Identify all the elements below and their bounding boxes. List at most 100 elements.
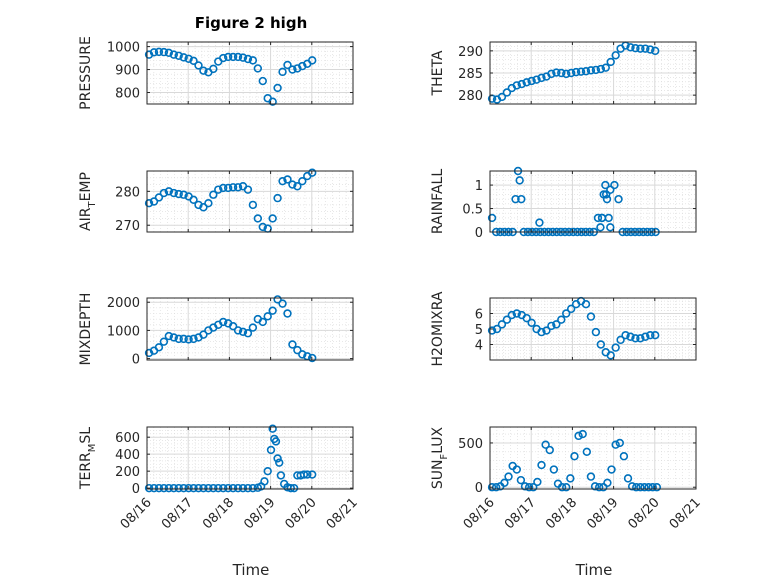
data-point bbox=[511, 194, 520, 204]
data-point bbox=[524, 483, 534, 492]
data-point bbox=[164, 483, 174, 493]
series-markers bbox=[144, 47, 317, 106]
data-point bbox=[159, 337, 169, 346]
data-point bbox=[646, 331, 655, 340]
data-point bbox=[228, 52, 238, 62]
subplot-6: 456 H2OMIXRA bbox=[430, 291, 697, 367]
data-point bbox=[537, 327, 546, 337]
y-tick-label: 280 bbox=[115, 185, 140, 200]
data-point bbox=[228, 183, 238, 192]
data-point bbox=[500, 478, 509, 487]
data-point bbox=[581, 67, 591, 76]
data-point bbox=[283, 60, 292, 70]
data-point bbox=[248, 323, 258, 332]
data-point bbox=[520, 482, 530, 491]
y-label-part: SL bbox=[78, 427, 94, 444]
y-tick-label: 0 bbox=[132, 353, 140, 368]
data-point bbox=[278, 299, 287, 308]
x-axis-label-right: Time bbox=[575, 561, 613, 579]
data-point bbox=[243, 483, 253, 493]
data-point bbox=[492, 324, 502, 334]
data-point bbox=[308, 353, 317, 363]
data-point bbox=[159, 188, 169, 198]
data-point bbox=[537, 460, 546, 470]
data-point bbox=[214, 483, 223, 493]
series-markers bbox=[144, 295, 317, 363]
data-point bbox=[219, 53, 228, 63]
data-point bbox=[275, 458, 284, 467]
figure-title: Figure 2 high bbox=[195, 14, 308, 32]
data-point bbox=[619, 452, 629, 461]
data-point bbox=[169, 188, 178, 198]
data-point bbox=[632, 483, 641, 492]
data-point bbox=[204, 483, 213, 493]
data-point bbox=[263, 312, 272, 321]
data-point bbox=[149, 197, 159, 206]
data-point bbox=[627, 482, 637, 491]
y-tick-label: 285 bbox=[458, 67, 483, 82]
data-point bbox=[174, 483, 183, 493]
axes-box bbox=[146, 426, 354, 490]
data-point bbox=[527, 76, 536, 86]
data-point bbox=[566, 474, 575, 483]
data-point bbox=[641, 332, 650, 341]
data-point bbox=[591, 65, 601, 75]
data-point bbox=[273, 454, 282, 463]
data-point bbox=[631, 43, 640, 53]
data-point bbox=[154, 47, 164, 57]
data-point bbox=[497, 320, 507, 329]
data-point bbox=[179, 483, 188, 493]
data-point bbox=[586, 66, 596, 75]
y-label-part: EMP bbox=[78, 172, 94, 201]
data-point bbox=[522, 78, 531, 87]
y-tick-label: 2000 bbox=[107, 296, 140, 311]
axes-box bbox=[146, 41, 354, 105]
data-point bbox=[228, 321, 238, 331]
data-point bbox=[298, 176, 307, 186]
data-point bbox=[606, 185, 615, 194]
data-point bbox=[570, 452, 579, 461]
data-point bbox=[487, 483, 497, 492]
data-point bbox=[194, 483, 203, 493]
data-point bbox=[487, 213, 497, 223]
data-point bbox=[636, 334, 645, 343]
data-point bbox=[189, 56, 198, 66]
data-point bbox=[233, 183, 243, 192]
y-tick-label: 5 bbox=[475, 323, 483, 338]
data-point bbox=[179, 190, 188, 199]
data-point bbox=[184, 335, 193, 344]
data-point bbox=[219, 183, 228, 193]
data-point bbox=[535, 218, 544, 227]
data-point bbox=[298, 350, 307, 359]
data-point bbox=[209, 64, 218, 74]
y-tick-label: 0 bbox=[132, 482, 140, 497]
data-point bbox=[529, 483, 538, 492]
data-point bbox=[537, 73, 546, 83]
y-tick-label: 6 bbox=[475, 308, 483, 323]
data-point bbox=[288, 65, 297, 74]
data-point bbox=[164, 331, 174, 341]
data-point bbox=[303, 470, 312, 479]
data-point bbox=[648, 483, 657, 492]
data-point bbox=[276, 471, 286, 480]
subplot-5: 0 1000 2000 MIXDEPTH bbox=[78, 293, 354, 368]
data-point bbox=[293, 345, 302, 355]
data-point bbox=[258, 317, 267, 327]
y-tick-label: 1000 bbox=[107, 324, 140, 339]
data-point bbox=[621, 331, 630, 340]
axes-box bbox=[146, 297, 354, 361]
data-point bbox=[601, 63, 610, 72]
data-point bbox=[273, 83, 282, 93]
data-point bbox=[581, 300, 591, 309]
data-point bbox=[606, 223, 615, 232]
data-point bbox=[286, 483, 295, 493]
data-point bbox=[651, 331, 660, 340]
data-point bbox=[194, 61, 203, 70]
y-tick-label: 400 bbox=[115, 448, 140, 463]
data-point bbox=[179, 334, 188, 344]
data-point bbox=[516, 475, 526, 485]
data-point bbox=[651, 46, 660, 56]
data-point bbox=[308, 470, 317, 479]
data-point bbox=[562, 309, 571, 318]
